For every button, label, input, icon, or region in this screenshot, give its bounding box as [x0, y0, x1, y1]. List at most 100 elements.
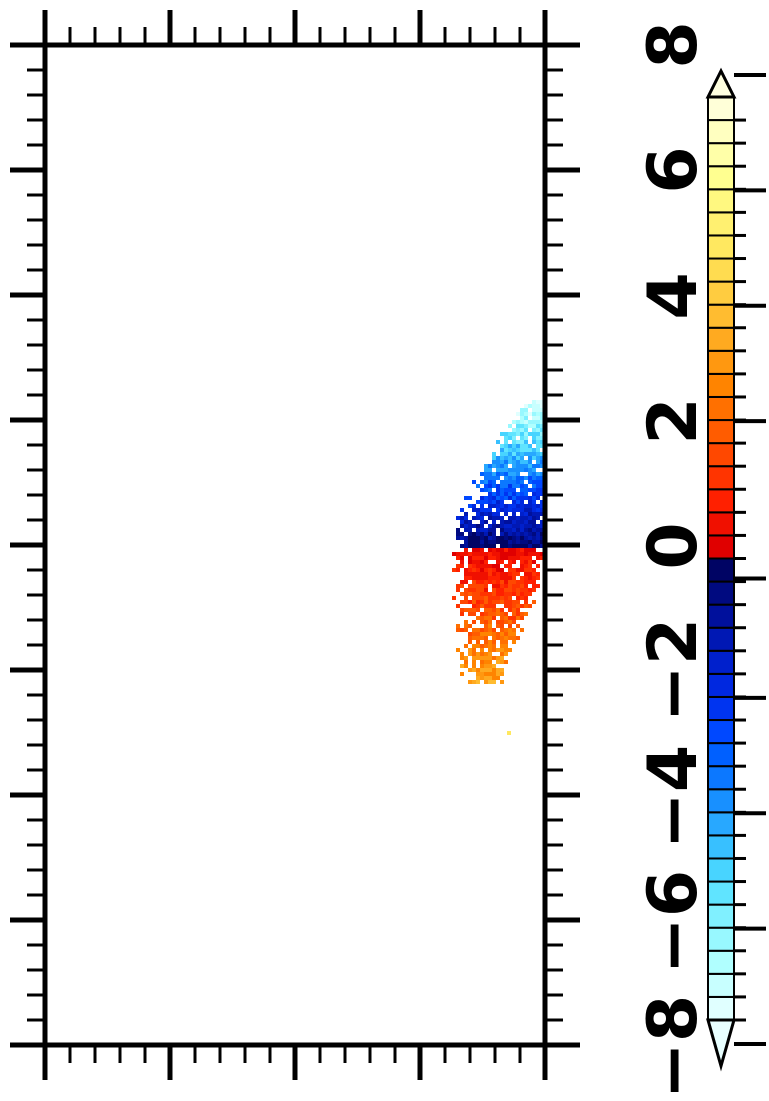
field-cell: [484, 600, 488, 604]
field-cell: [460, 524, 464, 528]
field-cell: [504, 432, 508, 436]
field-cell: [520, 504, 524, 508]
data-field: [452, 400, 544, 735]
field-cell: [500, 508, 504, 512]
field-cell: [460, 508, 464, 512]
field-cell: [500, 484, 504, 488]
field-cell: [480, 480, 484, 484]
field-cell: [500, 524, 504, 528]
field-cell: [480, 572, 484, 576]
field-cell: [492, 636, 496, 640]
field-cell: [512, 476, 516, 480]
field-cell: [492, 640, 496, 644]
field-cell: [472, 544, 476, 548]
field-cell: [500, 596, 504, 600]
field-cell: [480, 592, 484, 596]
field-cell: [532, 448, 536, 452]
field-cell: [504, 504, 508, 508]
field-cell: [508, 508, 512, 512]
field-cell: [464, 608, 468, 612]
field-cell: [516, 584, 520, 588]
field-cell: [472, 568, 476, 572]
field-cell: [512, 548, 516, 552]
field-cell: [472, 560, 476, 564]
field-cell: [464, 524, 468, 528]
field-cell: [512, 456, 516, 460]
field-cell: [500, 612, 504, 616]
field-cell: [540, 436, 544, 440]
field-cell: [540, 412, 544, 416]
field-cell: [536, 444, 540, 448]
field-cell: [528, 524, 532, 528]
field-cell: [468, 588, 472, 592]
field-cell: [516, 552, 520, 556]
field-cell: [464, 520, 468, 524]
field-cell: [500, 540, 504, 544]
field-cell: [484, 624, 488, 628]
field-cell: [516, 608, 520, 612]
field-cell: [472, 604, 476, 608]
field-cell: [472, 576, 476, 580]
field-cell: [476, 524, 480, 528]
field-cell: [476, 592, 480, 596]
field-cell: [528, 556, 532, 560]
field-cell: [476, 584, 480, 588]
field-cell: [504, 660, 508, 664]
field-cell: [500, 624, 504, 628]
field-cell: [512, 628, 516, 632]
field-cell: [540, 404, 544, 408]
field-cell: [508, 468, 512, 472]
field-cell: [500, 628, 504, 632]
field-cell: [484, 584, 488, 588]
field-cell: [472, 652, 476, 656]
field-cell: [540, 464, 544, 468]
field-cell: [516, 448, 520, 452]
field-cell: [528, 496, 532, 500]
field-cell: [508, 564, 512, 568]
field-cell: [524, 556, 528, 560]
field-cell: [504, 468, 508, 472]
field-cell: [508, 576, 512, 580]
field-cell: [496, 440, 500, 444]
field-cell: [496, 456, 500, 460]
field-cell: [524, 464, 528, 468]
field-cell: [496, 468, 500, 472]
field-cell: [476, 500, 480, 504]
field-cell: [520, 488, 524, 492]
field-cell: [528, 520, 532, 524]
field-cell: [468, 640, 472, 644]
field-cell: [464, 568, 468, 572]
field-cell: [508, 560, 512, 564]
field-cell: [540, 428, 544, 432]
field-cell: [512, 504, 516, 508]
field-cell: [484, 540, 488, 544]
field-cell: [528, 504, 532, 508]
field-cell: [516, 588, 520, 592]
field-cell: [484, 680, 488, 684]
field-cell: [524, 496, 528, 500]
field-cell: [508, 484, 512, 488]
field-cell: [468, 520, 472, 524]
field-cell: [504, 544, 508, 548]
field-cell: [500, 492, 504, 496]
field-cell: [536, 456, 540, 460]
field-cell: [488, 552, 492, 556]
field-cell: [536, 512, 540, 516]
field-cell: [540, 520, 544, 524]
field-cell: [484, 476, 488, 480]
field-cell: [488, 680, 492, 684]
field-cell: [536, 484, 540, 488]
field-cell: [492, 564, 496, 568]
field-cell: [528, 572, 532, 576]
field-cell: [460, 600, 464, 604]
field-cell: [484, 572, 488, 576]
field-cell: [508, 624, 512, 628]
field-cell: [464, 576, 468, 580]
field-cell: [484, 500, 488, 504]
field-cell: [460, 544, 464, 548]
field-cell: [520, 452, 524, 456]
field-cell: [528, 604, 532, 608]
field-cell: [512, 572, 516, 576]
field-cell: [472, 636, 476, 640]
field-cell: [524, 468, 528, 472]
